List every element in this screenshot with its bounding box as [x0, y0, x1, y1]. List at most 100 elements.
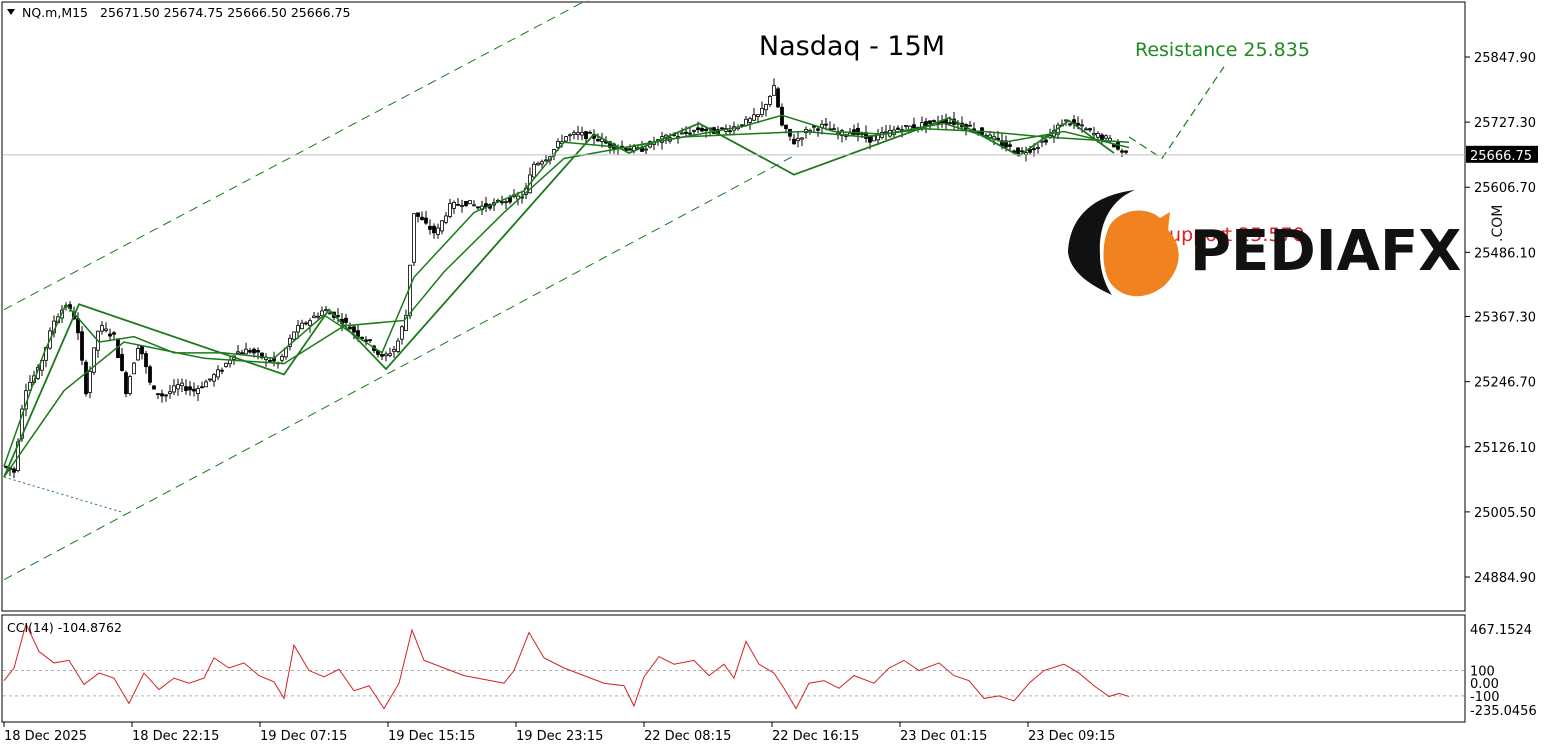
candle-body — [100, 325, 104, 332]
candle-body — [884, 131, 888, 134]
channel-upper-line — [3, 0, 589, 311]
logo-suffix: .COM — [1490, 205, 1506, 242]
candle-body — [212, 374, 216, 382]
candle-body — [304, 322, 308, 325]
candle-body — [444, 215, 448, 223]
candle-body — [1084, 128, 1088, 131]
candle-body — [436, 227, 440, 235]
candle-body — [760, 108, 764, 116]
candle-body — [1092, 133, 1096, 136]
candle-body — [196, 388, 200, 394]
candle-body — [412, 213, 416, 263]
price-tick-label: 24884.90 — [1474, 571, 1536, 586]
candle-body — [580, 131, 584, 136]
candle-body — [932, 120, 936, 122]
candle-body — [440, 220, 444, 232]
candle-body — [752, 114, 756, 121]
candle-body — [420, 216, 424, 221]
candle-body — [588, 131, 592, 134]
time-tick-label: 18 Dec 22:15 — [132, 729, 219, 744]
candle-body — [840, 130, 844, 137]
candle-body — [700, 127, 704, 132]
candle-body — [832, 128, 836, 131]
chart-title: Nasdaq - 15M — [759, 31, 945, 62]
candle-body — [388, 353, 392, 356]
candle-body — [824, 123, 828, 126]
candle-body — [792, 138, 796, 145]
candle-body — [248, 350, 252, 353]
cci-level-label: 100 — [1470, 665, 1495, 680]
candle-body — [172, 385, 176, 393]
indicator-frame — [1, 614, 1466, 723]
candle-body — [680, 132, 684, 135]
candle-body — [348, 326, 352, 330]
candle-body — [540, 161, 544, 165]
projection-line — [1128, 66, 1225, 160]
candle-body — [1020, 150, 1024, 153]
time-tick-label: 22 Dec 16:15 — [772, 729, 859, 744]
candle-body — [252, 348, 256, 354]
candle-body — [384, 353, 388, 357]
candle-body — [476, 206, 480, 209]
candle-body — [452, 201, 456, 209]
candle-body — [728, 130, 732, 133]
candle-body — [392, 349, 396, 352]
candle-body — [628, 148, 632, 151]
candle-body — [164, 394, 168, 397]
current-price-label: 25666.75 — [1470, 149, 1532, 164]
resistance-label: Resistance 25.835 — [1135, 39, 1310, 61]
candle-body — [568, 134, 572, 137]
support-label: Support 25.570 — [1157, 224, 1305, 246]
candle-body — [296, 325, 300, 333]
candle-body — [368, 339, 372, 342]
candle-body — [1076, 122, 1080, 126]
candle-body — [472, 204, 476, 207]
candle-body — [928, 120, 932, 124]
candle-body — [948, 122, 952, 124]
price-tick-label: 25367.30 — [1474, 311, 1536, 326]
candle-body — [1036, 146, 1040, 149]
cci-level-label: -100 — [1470, 690, 1500, 705]
candle-body — [692, 129, 696, 132]
candle-body — [120, 354, 124, 371]
candle-body — [428, 225, 432, 230]
candle-body — [4, 465, 8, 468]
candle-body — [688, 132, 692, 135]
ma-slow-line — [3, 128, 1130, 478]
candle-body — [132, 362, 136, 375]
candle-body — [328, 312, 332, 315]
candle-body — [156, 393, 160, 396]
triangle-down-icon[interactable] — [7, 9, 15, 15]
channel-dotted-line — [3, 476, 123, 513]
current-price-box — [1466, 145, 1538, 163]
candle-body — [424, 217, 428, 224]
candle-body — [88, 371, 92, 393]
candle-body — [576, 132, 580, 135]
candle-body — [404, 314, 408, 331]
candle-body — [1068, 123, 1072, 126]
candle-body — [856, 127, 860, 135]
candle-body — [796, 138, 800, 142]
pediafx-logo: PEDIAFX .COM — [1068, 190, 1506, 297]
time-tick-label: 19 Dec 15:15 — [388, 729, 475, 744]
candle-body — [216, 369, 220, 378]
candle-body — [112, 332, 116, 335]
candle-body — [192, 388, 196, 392]
cci-level-label: 0.00 — [1470, 677, 1499, 692]
candle-body — [320, 310, 324, 317]
candle-body — [140, 345, 144, 355]
candle-body — [704, 128, 708, 132]
candle-body — [336, 315, 340, 317]
candle-body — [504, 201, 508, 204]
logo-text: PEDIAFX — [1190, 219, 1461, 284]
candle-body — [772, 85, 776, 96]
candle-body — [128, 376, 132, 394]
candle-body — [176, 384, 180, 390]
time-tick-label: 18 Dec 2025 — [4, 729, 87, 744]
candle-body — [1008, 144, 1012, 147]
candle-body — [800, 137, 804, 140]
logo-orange-flame-icon — [1103, 210, 1179, 297]
candle-body — [872, 135, 876, 142]
